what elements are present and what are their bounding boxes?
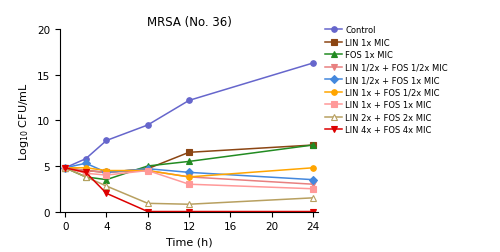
LIN 1x MIC: [104, 171, 110, 174]
LIN 1x MIC: [310, 144, 316, 147]
LIN 1/2x + FOS 1/2x MIC: [144, 169, 150, 172]
LIN 1/2x + FOS 1x MIC: [310, 178, 316, 181]
FOS 1x MIC: [310, 144, 316, 147]
LIN 1/2x + FOS 1/2x MIC: [104, 171, 110, 174]
Line: LIN 1x MIC: LIN 1x MIC: [62, 143, 316, 175]
LIN 1/2x + FOS 1/2x MIC: [83, 169, 89, 172]
Control: [310, 62, 316, 65]
LIN 1x MIC: [83, 169, 89, 172]
LIN 2x + FOS 2x MIC: [83, 176, 89, 179]
LIN 1x + FOS 1/2x MIC: [310, 167, 316, 170]
Legend: Control, LIN 1x MIC, FOS 1x MIC, LIN 1/2x + FOS 1/2x MIC, LIN 1/2x + FOS 1x MIC,: Control, LIN 1x MIC, FOS 1x MIC, LIN 1/2…: [324, 25, 448, 136]
LIN 2x + FOS 2x MIC: [104, 185, 110, 188]
Line: LIN 1/2x + FOS 1x MIC: LIN 1/2x + FOS 1x MIC: [62, 161, 316, 183]
Line: LIN 1x + FOS 1x MIC: LIN 1x + FOS 1x MIC: [62, 165, 316, 192]
FOS 1x MIC: [104, 178, 110, 181]
LIN 1x + FOS 1/2x MIC: [83, 167, 89, 170]
LIN 1/2x + FOS 1x MIC: [83, 162, 89, 165]
Line: Control: Control: [62, 61, 316, 171]
LIN 1x + FOS 1x MIC: [144, 169, 150, 172]
LIN 4x + FOS 4x MIC: [186, 210, 192, 213]
LIN 2x + FOS 2x MIC: [62, 167, 68, 170]
LIN 2x + FOS 2x MIC: [144, 202, 150, 205]
LIN 4x + FOS 4x MIC: [104, 192, 110, 195]
FOS 1x MIC: [83, 176, 89, 179]
Line: LIN 2x + FOS 2x MIC: LIN 2x + FOS 2x MIC: [62, 165, 316, 207]
Control: [62, 167, 68, 170]
Control: [186, 100, 192, 103]
Control: [83, 158, 89, 161]
LIN 1x + FOS 1/2x MIC: [104, 169, 110, 172]
LIN 2x + FOS 2x MIC: [310, 197, 316, 200]
LIN 1/2x + FOS 1/2x MIC: [62, 167, 68, 170]
Line: LIN 1x + FOS 1/2x MIC: LIN 1x + FOS 1/2x MIC: [62, 165, 316, 180]
LIN 1/2x + FOS 1/2x MIC: [310, 183, 316, 186]
LIN 1/2x + FOS 1x MIC: [186, 171, 192, 174]
LIN 1x + FOS 1x MIC: [83, 172, 89, 175]
LIN 2x + FOS 2x MIC: [186, 203, 192, 206]
LIN 1x + FOS 1/2x MIC: [62, 167, 68, 170]
LIN 1x + FOS 1/2x MIC: [144, 169, 150, 172]
LIN 1x + FOS 1/2x MIC: [186, 176, 192, 179]
X-axis label: Time (h): Time (h): [166, 237, 212, 247]
LIN 4x + FOS 4x MIC: [310, 210, 316, 213]
LIN 4x + FOS 4x MIC: [144, 210, 150, 213]
LIN 1x + FOS 1x MIC: [104, 174, 110, 177]
FOS 1x MIC: [144, 165, 150, 168]
LIN 1/2x + FOS 1x MIC: [62, 167, 68, 170]
LIN 1/2x + FOS 1x MIC: [104, 171, 110, 174]
LIN 1x + FOS 1x MIC: [310, 187, 316, 191]
LIN 1x MIC: [186, 151, 192, 154]
Line: FOS 1x MIC: FOS 1x MIC: [62, 143, 316, 183]
LIN 1x + FOS 1x MIC: [62, 167, 68, 170]
LIN 1x MIC: [144, 168, 150, 171]
LIN 1/2x + FOS 1/2x MIC: [186, 176, 192, 179]
FOS 1x MIC: [62, 167, 68, 170]
Line: LIN 4x + FOS 4x MIC: LIN 4x + FOS 4x MIC: [62, 165, 316, 214]
Title: MRSA (No. 36): MRSA (No. 36): [146, 16, 232, 29]
Control: [104, 139, 110, 142]
Y-axis label: Log$_{10}$ CFU/mL: Log$_{10}$ CFU/mL: [18, 82, 32, 160]
Line: LIN 1/2x + FOS 1/2x MIC: LIN 1/2x + FOS 1/2x MIC: [62, 165, 316, 187]
LIN 4x + FOS 4x MIC: [83, 171, 89, 174]
LIN 1x + FOS 1x MIC: [186, 183, 192, 186]
Control: [144, 124, 150, 127]
LIN 1/2x + FOS 1x MIC: [144, 168, 150, 171]
FOS 1x MIC: [186, 160, 192, 163]
LIN 4x + FOS 4x MIC: [62, 167, 68, 170]
LIN 1x MIC: [62, 167, 68, 170]
